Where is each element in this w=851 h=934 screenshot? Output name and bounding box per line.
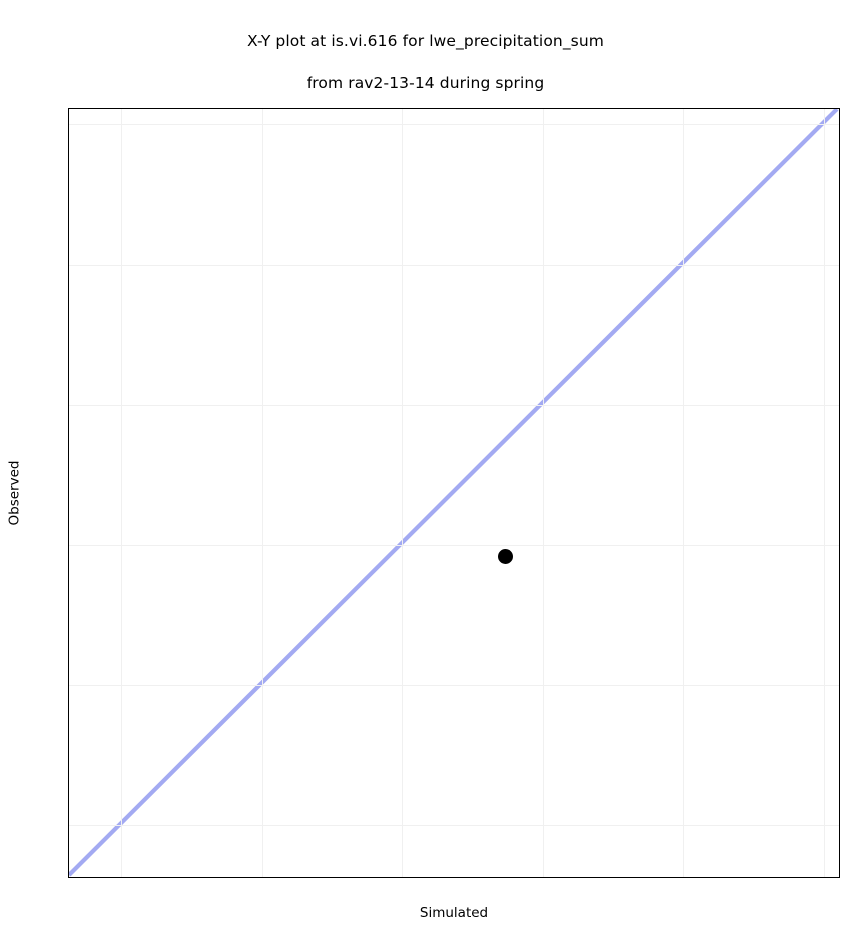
gridline-vertical <box>402 109 403 877</box>
gridline-horizontal <box>69 404 839 406</box>
chart-title-line-1: X-Y plot at is.vi.616 for lwe_precipitat… <box>247 32 604 50</box>
gridline-horizontal <box>69 124 839 126</box>
gridline-horizontal <box>69 825 839 827</box>
tick-mark <box>68 264 69 265</box>
y-axis-tick: 410 <box>68 677 69 693</box>
x-axis-tick: 400 <box>108 877 134 878</box>
y-axis-label-text: Observed <box>6 460 23 526</box>
chart-title-line-2: from rav2-13-14 during spring <box>306 74 545 92</box>
tick-mark <box>401 877 402 878</box>
gridline-horizontal <box>69 685 839 686</box>
chart-title: X-Y plot at is.vi.616 for lwe_precipitat… <box>0 10 851 115</box>
gridline-vertical <box>823 109 825 877</box>
data-point-marker <box>498 548 514 564</box>
x-axis-label-text: Simulated <box>419 905 489 921</box>
gridline-vertical <box>683 109 685 877</box>
x-axis-label: Simulated <box>68 905 840 921</box>
y-axis-label: Observed <box>0 108 28 878</box>
tick-mark <box>542 877 543 878</box>
gridline-horizontal <box>69 544 839 546</box>
plot-area: 400 410 420 430 440 450 400 410 420 430 440 450 <box>68 108 840 878</box>
tick-mark <box>68 684 69 685</box>
tick-mark <box>68 824 69 825</box>
y-axis-tick: 400 <box>68 817 69 833</box>
y-axis-tick: 440 <box>68 257 69 273</box>
y-axis-tick: 420 <box>68 537 69 553</box>
tick-mark <box>68 124 69 125</box>
x-axis-tick: 440 <box>670 877 696 878</box>
y-axis-tick: 450 <box>68 116 69 132</box>
x-axis-tick: 430 <box>530 877 556 878</box>
tick-mark <box>68 404 69 405</box>
x-axis-tick: 420 <box>389 877 415 878</box>
x-axis-tick: 450 <box>811 877 837 878</box>
gridline-vertical <box>542 109 544 877</box>
gridline-vertical <box>120 109 122 877</box>
x-axis-tick: 410 <box>249 877 275 878</box>
one-to-one-line <box>69 109 839 877</box>
gridline-horizontal <box>69 264 839 266</box>
tick-mark <box>120 877 121 878</box>
tick-mark <box>823 877 824 878</box>
tick-mark <box>682 877 683 878</box>
tick-mark <box>68 544 69 545</box>
gridline-vertical <box>261 109 263 877</box>
y-axis-tick: 430 <box>68 397 69 413</box>
tick-mark <box>261 877 262 878</box>
